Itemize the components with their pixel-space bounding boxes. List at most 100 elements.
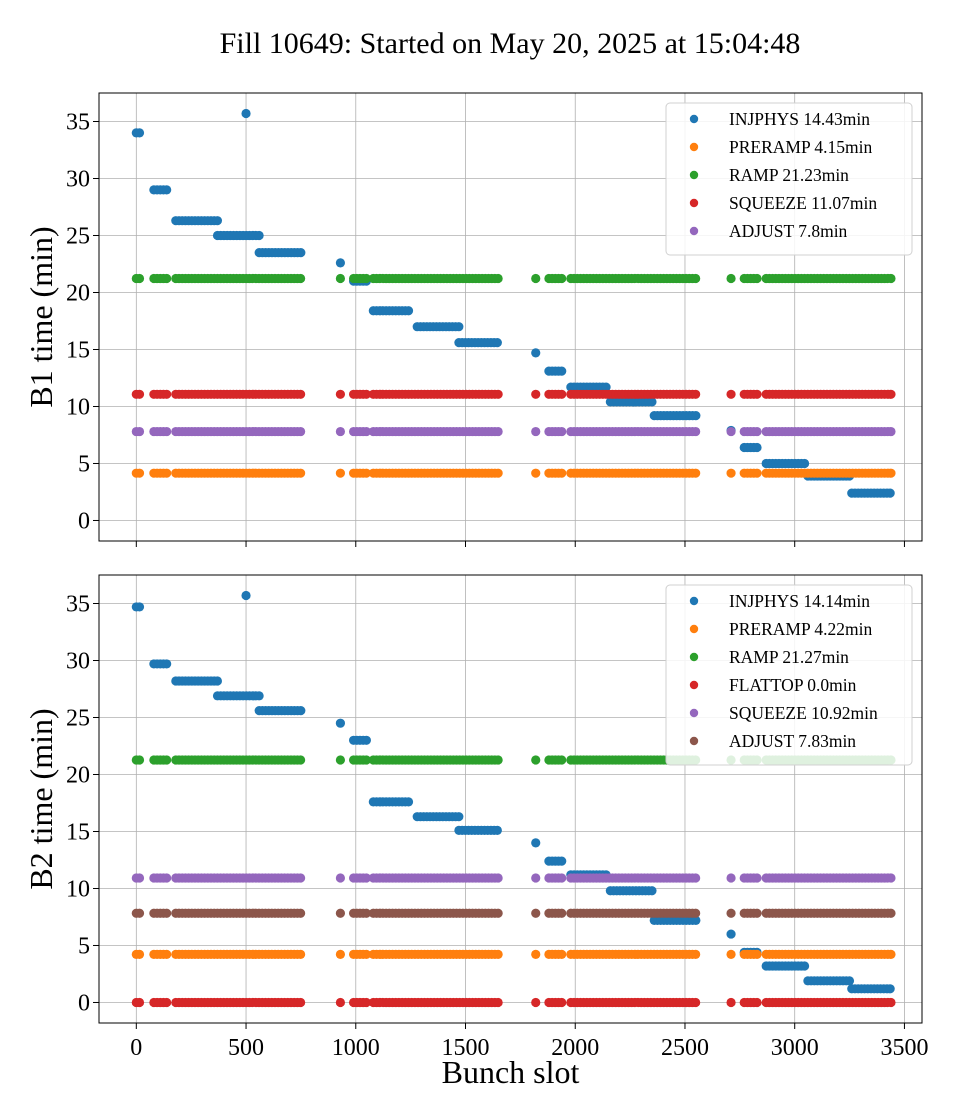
data-point [134, 997, 145, 1008]
data-point [134, 873, 145, 883]
data-point [691, 949, 701, 959]
data-point [162, 755, 172, 765]
data-point [492, 825, 502, 835]
data-point [557, 997, 567, 1008]
data-point [691, 915, 701, 926]
data-point [557, 873, 567, 883]
data-point [335, 755, 346, 765]
y-tick-label: 20 [66, 280, 90, 306]
data-point [752, 426, 762, 437]
data-point [726, 468, 736, 478]
legend-marker [689, 736, 699, 746]
data-point [134, 755, 145, 765]
data-point [531, 838, 541, 848]
data-point [886, 468, 896, 478]
data-point [601, 382, 611, 392]
data-point [557, 949, 567, 959]
figure-title: Fill 10649: Started on May 20, 2025 at 1… [220, 27, 801, 60]
legend-label: ADJUST 7.83min [729, 731, 856, 751]
data-point [162, 873, 172, 883]
legend-box [665, 584, 913, 766]
y-tick-label: 25 [66, 223, 90, 249]
data-point [335, 389, 346, 399]
data-point [296, 273, 306, 284]
data-point [361, 426, 371, 437]
data-point [134, 468, 145, 478]
data-point [799, 961, 810, 971]
y-axis-label: B1 time (min) [23, 226, 59, 407]
data-point [844, 976, 855, 986]
legend-marker [689, 624, 699, 634]
y-axis-label: B2 time (min) [23, 708, 59, 889]
y-tick-label: 10 [66, 394, 90, 420]
data-point [361, 273, 371, 284]
legend-marker [689, 652, 699, 662]
data-point [296, 997, 306, 1008]
series-squeeze-10-92min [131, 873, 896, 883]
data-point [162, 389, 172, 399]
data-point [335, 873, 346, 883]
data-point [691, 411, 701, 421]
y-tick-label: 0 [78, 508, 90, 534]
axes-frame [98, 92, 923, 542]
legend-label: INJPHYS 14.43min [729, 109, 870, 129]
data-point [691, 273, 701, 284]
data-point [493, 426, 503, 437]
data-point [557, 426, 567, 437]
series-flattop-0-0min [131, 997, 896, 1008]
data-point [726, 426, 736, 437]
data-point [361, 873, 371, 883]
data-point [691, 468, 701, 478]
data-point [886, 389, 896, 399]
data-point [254, 230, 264, 241]
legend-label: RAMP 21.23min [729, 165, 849, 185]
data-point [531, 426, 541, 437]
data-point [886, 426, 896, 437]
legend-marker [689, 114, 699, 124]
data-point [557, 273, 567, 284]
series-adjust-7-8min [131, 426, 896, 437]
data-point [162, 997, 172, 1008]
x-tick-label: 3000 [771, 1035, 819, 1061]
y-tick-label: 10 [66, 876, 90, 902]
data-point [493, 997, 503, 1008]
data-point [691, 997, 701, 1008]
x-axis-label: Bunch slot [442, 1054, 580, 1090]
data-point [134, 908, 145, 918]
data-point [296, 468, 306, 478]
data-point [886, 873, 896, 883]
legend: INJPHYS 14.14min PRERAMP 4.22min RAMP 21.2… [665, 584, 913, 766]
data-point [799, 458, 810, 469]
y-tick-label: 5 [78, 933, 90, 959]
series-ramp-21-23min [131, 273, 896, 284]
data-point [162, 908, 172, 918]
data-point [134, 426, 145, 437]
data-point [335, 997, 346, 1008]
series-preramp-4-22min [131, 949, 896, 959]
data-point [335, 468, 346, 478]
data-point [557, 366, 567, 376]
x-tick-label: 1500 [442, 1035, 490, 1061]
data-point [361, 389, 371, 399]
data-point [886, 273, 896, 284]
data-point [531, 873, 541, 883]
data-point [531, 468, 541, 478]
data-point [296, 389, 306, 399]
data-point [752, 949, 762, 959]
data-point [691, 873, 701, 883]
legend-marker [689, 596, 699, 606]
data-point [212, 676, 223, 686]
data-point [335, 273, 346, 284]
x-tick-label: 2000 [551, 1035, 599, 1061]
data-point [726, 949, 736, 959]
data-point [134, 602, 145, 612]
legend-label: PRERAMP 4.15min [729, 137, 873, 157]
data-point [162, 468, 172, 478]
legend-marker [689, 198, 699, 208]
data-point [752, 273, 762, 284]
data-point [493, 873, 503, 883]
legend-label: SQUEEZE 10.92min [729, 703, 878, 723]
data-point [531, 755, 541, 765]
data-point [134, 128, 145, 138]
x-tick-label: 500 [228, 1035, 264, 1061]
